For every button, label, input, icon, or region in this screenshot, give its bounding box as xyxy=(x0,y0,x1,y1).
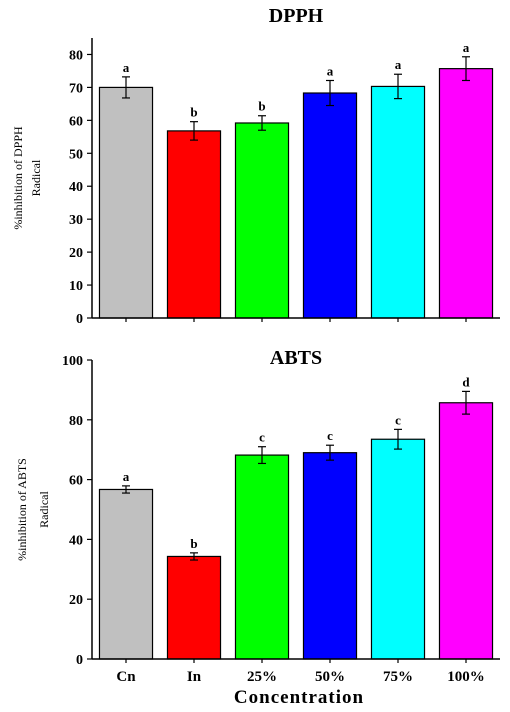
bar-In xyxy=(166,130,222,319)
y-tick-label: 10 xyxy=(69,279,83,294)
significance-letter: a xyxy=(395,57,402,72)
significance-letter: c xyxy=(395,412,401,427)
x-tick-label: In xyxy=(187,669,202,685)
y-tick-label: 0 xyxy=(76,312,83,327)
x-tick-label: Cn xyxy=(116,669,136,685)
significance-letter: a xyxy=(327,63,334,78)
bar-75% xyxy=(370,438,426,660)
bar-25% xyxy=(234,122,290,319)
significance-letter: a xyxy=(123,60,130,75)
significance-letter: d xyxy=(462,374,470,389)
x-tick-label: 25% xyxy=(247,669,277,685)
significance-letter: b xyxy=(258,99,265,114)
y-axis-label: %inhibition of DPPH xyxy=(11,126,25,230)
y-tick-label: 40 xyxy=(69,533,83,548)
y-axis-label-line2: Radical xyxy=(29,159,43,196)
y-tick-label: 50 xyxy=(69,147,83,162)
chart-title: ABTS xyxy=(270,347,322,369)
y-tick-label: 0 xyxy=(76,653,83,668)
x-tick-label: 50% xyxy=(315,669,345,685)
y-axis-label-line2: Radical xyxy=(37,491,51,528)
significance-letter: b xyxy=(190,105,197,120)
significance-letter: c xyxy=(259,430,265,445)
y-tick-label: 80 xyxy=(69,414,83,429)
significance-letter: a xyxy=(123,469,130,484)
bar-In xyxy=(166,555,222,660)
y-tick-label: 100 xyxy=(62,354,83,369)
bar-Cn xyxy=(98,86,154,319)
x-tick-label: 100% xyxy=(447,669,485,685)
y-axis-label: %inhibition of ABTS xyxy=(15,458,29,561)
y-tick-label: 20 xyxy=(69,246,83,261)
y-tick-label: 30 xyxy=(69,213,83,228)
y-tick-label: 70 xyxy=(69,81,83,96)
bar-100% xyxy=(438,68,494,319)
chart-title: DPPH xyxy=(269,5,324,27)
bar-100% xyxy=(438,402,494,660)
significance-letter: a xyxy=(463,40,470,55)
x-axis-label: Concentration xyxy=(234,687,364,708)
bar-50% xyxy=(302,452,358,660)
x-tick-label: 75% xyxy=(383,669,413,685)
bar-25% xyxy=(234,454,290,660)
significance-letter: c xyxy=(327,428,333,443)
bar-Cn xyxy=(98,488,154,660)
y-tick-label: 80 xyxy=(69,48,83,63)
y-tick-label: 40 xyxy=(69,180,83,195)
y-tick-label: 20 xyxy=(69,593,83,608)
y-tick-label: 60 xyxy=(69,114,83,129)
bar-75% xyxy=(370,85,426,319)
y-tick-label: 60 xyxy=(69,474,83,489)
significance-letter: b xyxy=(190,536,197,551)
abts-panel: ABTS %inhibition of ABTS Radical a Cn b In c 25%… xyxy=(15,347,500,685)
bar-50% xyxy=(302,92,358,319)
dpph-panel: DPPH %inhibition of DPPH Radical a b b a a a 0 10 2… xyxy=(11,5,500,327)
